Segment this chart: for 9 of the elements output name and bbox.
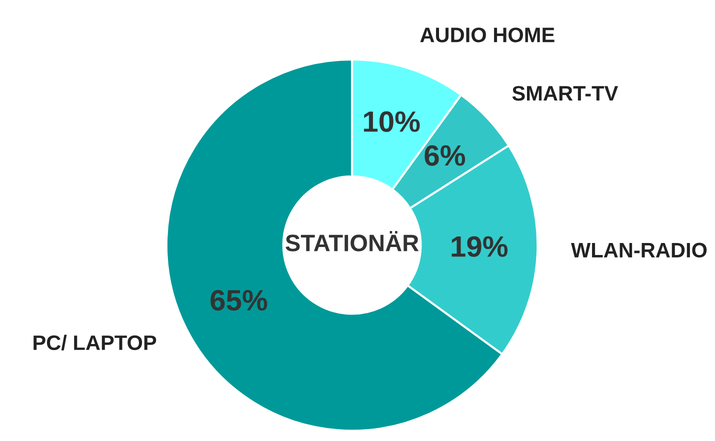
data-label: 10%: [364, 111, 420, 132]
slice-label: AUDIO HOME: [420, 28, 554, 42]
data-label: 19%: [452, 236, 508, 257]
slice-label: PC/ LAPTOP: [34, 334, 156, 350]
text: STATIONÄR: [286, 231, 419, 252]
slice-label: WLAN-RADIO: [570, 242, 707, 258]
slice-label: SMART-TV: [512, 86, 618, 101]
data-label: 65%: [210, 290, 268, 311]
data-label: 6%: [424, 145, 466, 166]
